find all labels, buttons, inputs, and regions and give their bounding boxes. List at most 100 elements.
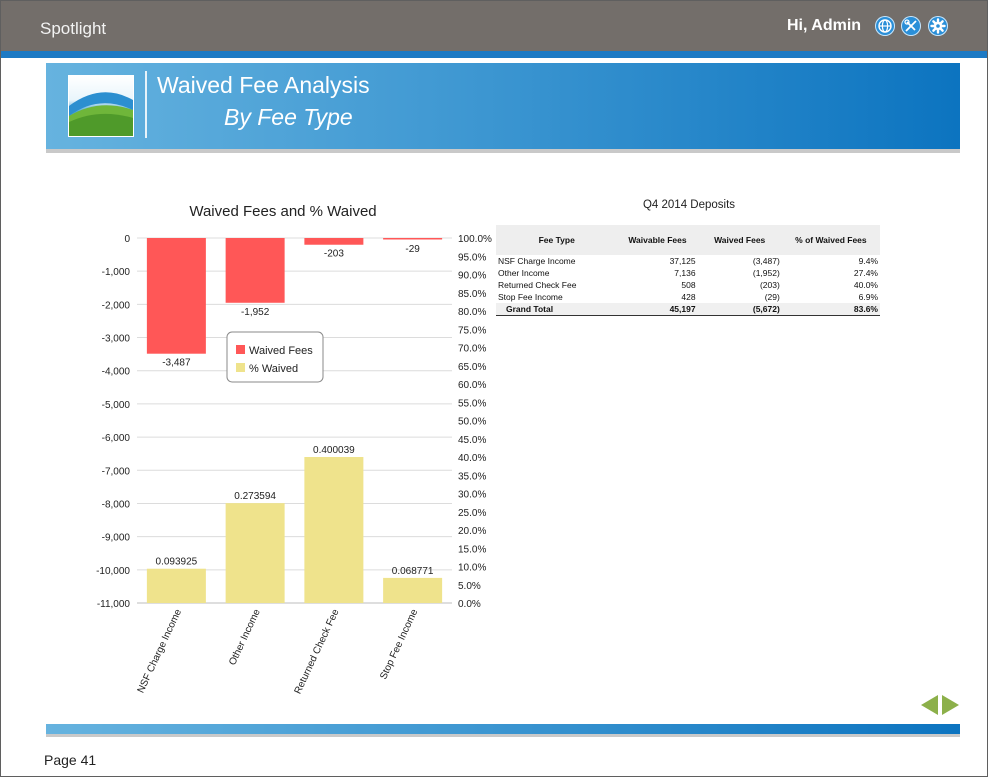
waived-fees-data-label: -203: [324, 249, 344, 260]
cell-waivable: 428: [681, 292, 696, 302]
globe-icon[interactable]: [875, 16, 895, 36]
col-header-waived-fees: Waived Fees: [697, 225, 782, 255]
table-row: Stop Fee Income 428 (29) 6.9%: [496, 291, 880, 303]
cell-pct: 9.4%: [858, 256, 878, 266]
cell-fee-type: Other Income: [498, 268, 550, 278]
page-number: Page 41: [44, 752, 97, 768]
y-right-tick-label: 50.0%: [458, 417, 486, 428]
legend-swatch: [236, 345, 245, 354]
chart-legend: [226, 331, 324, 383]
pct-waived-bar: [146, 568, 206, 603]
y-left-tick-label: -10,000: [96, 566, 130, 577]
y-left-tick-label: -4,000: [102, 367, 131, 378]
y-right-tick-label: 55.0%: [458, 398, 486, 409]
cell-waivable: 7,136: [674, 268, 696, 278]
pct-waived-bar: [225, 503, 285, 603]
chart-title: Waived Fees and % Waived: [189, 203, 377, 220]
y-right-tick-label: 75.0%: [458, 325, 486, 336]
y-right-tick-label: 100.0%: [458, 234, 492, 245]
y-right-tick-label: 0.0%: [458, 599, 481, 610]
pct-waived-data-label: 0.273594: [234, 491, 276, 502]
table-row: Other Income 7,136 (1,952) 27.4%: [496, 267, 880, 279]
waived-fees-data-label: -3,487: [162, 358, 191, 369]
waived-fees-bar: [383, 238, 443, 240]
legend-entry: % Waived: [249, 363, 298, 375]
gear-icon[interactable]: [928, 16, 948, 36]
tools-icon[interactable]: [901, 16, 921, 36]
pct-waived-data-label: 0.093925: [156, 557, 198, 568]
waived-fees-bar: [146, 238, 206, 354]
y-left-tick-label: -6,000: [102, 433, 131, 444]
col-header-pct-waived: % of Waived Fees: [781, 225, 880, 255]
table-total-row: Grand Total 45,197 (5,672) 83.6%: [496, 303, 880, 316]
y-left-tick-label: -11,000: [97, 599, 131, 610]
waived-fees-data-label: -29: [405, 244, 420, 255]
waived-fees-bar: [225, 238, 285, 303]
y-left-tick-label: -8,000: [102, 499, 131, 510]
y-left-tick-label: -2,000: [102, 300, 131, 311]
next-page-arrow-icon[interactable]: [942, 695, 959, 715]
cell-fee-type: Returned Check Fee: [498, 280, 577, 290]
user-greeting: Hi, Admin: [787, 17, 862, 34]
prev-page-arrow-icon[interactable]: [921, 695, 938, 715]
app-title: Spotlight: [40, 19, 107, 38]
y-right-tick-label: 25.0%: [458, 508, 486, 519]
banner-underline: [46, 149, 960, 153]
y-right-tick-label: 80.0%: [458, 307, 486, 318]
y-left-tick-label: -3,000: [102, 334, 131, 345]
x-category-label: Other Income: [227, 607, 263, 667]
report-subtitle: By Fee Type: [224, 104, 353, 130]
cell-waived: (1,952): [752, 268, 780, 278]
cell-fee-type: NSF Charge Income: [498, 256, 576, 266]
y-right-tick-label: 10.0%: [458, 563, 486, 574]
y-left-tick-label: -9,000: [102, 533, 131, 544]
y-right-tick-label: 30.0%: [458, 490, 486, 501]
y-right-tick-label: 5.0%: [458, 581, 481, 592]
y-right-tick-label: 15.0%: [458, 544, 486, 555]
y-right-tick-label: 45.0%: [458, 435, 486, 446]
cell-pct: 6.9%: [858, 292, 878, 302]
cell-total-label: Grand Total: [496, 303, 618, 316]
y-left-tick-label: 0: [124, 234, 130, 245]
waived-fees-bar: [304, 238, 364, 245]
waived-fees-chart: 0 -1,000 -2,000 -3,000 -4,000 -5,000 -6,000 -7,…: [96, 234, 492, 696]
y-right-tick-label: 60.0%: [458, 380, 486, 391]
col-header-waivable-fees: Waivable Fees: [617, 225, 698, 255]
pct-waived-data-label: 0.400039: [313, 445, 355, 456]
table-header-row: Fee Type Waivable Fees Waived Fees % of …: [496, 225, 880, 255]
legend-swatch: [236, 363, 245, 372]
cell-waivable: 37,125: [669, 256, 696, 266]
y-right-tick-label: 20.0%: [458, 526, 486, 537]
cell-pct: 27.4%: [853, 268, 878, 278]
logo-divider: [145, 71, 147, 138]
legend-entry: Waived Fees: [249, 345, 313, 357]
x-category-label: NSF Charge Income: [136, 607, 185, 695]
cell-total-waivable: 45,197: [617, 303, 698, 316]
page-nav: [921, 695, 959, 715]
y-left-tick-label: -5,000: [102, 400, 131, 411]
y-left-tick-label: -1,000: [102, 267, 131, 278]
table-row: Returned Check Fee 508 (203) 40.0%: [496, 279, 880, 291]
cell-waivable: 508: [681, 280, 696, 290]
cell-waived: (29): [764, 292, 780, 302]
report-title: Waived Fee Analysis: [157, 72, 370, 98]
y-left-tick-label: -7,000: [102, 466, 131, 477]
y-right-tick-label: 65.0%: [458, 362, 486, 373]
pct-waived-data-label: 0.068771: [392, 566, 434, 577]
cell-total-waived: (5,672): [697, 303, 782, 316]
top-bar-stripe: [1, 51, 987, 58]
y-right-tick-label: 85.0%: [458, 289, 486, 300]
y-right-tick-label: 95.0%: [458, 252, 486, 263]
company-logo: [68, 75, 134, 137]
footer-underline: [46, 734, 960, 737]
cell-total-pct: 83.6%: [781, 303, 880, 316]
cell-waived: (203): [759, 280, 780, 290]
cell-pct: 40.0%: [853, 280, 878, 290]
cell-fee-type: Stop Fee Income: [498, 292, 563, 302]
cell-waived: (3,487): [752, 256, 780, 266]
table-title: Q4 2014 Deposits: [642, 199, 736, 211]
y-right-tick-label: 35.0%: [458, 471, 486, 482]
y-right-tick-label: 70.0%: [458, 344, 486, 355]
y-right-tick-label: 90.0%: [458, 271, 486, 282]
waived-fees-data-label: -1,952: [241, 307, 270, 318]
